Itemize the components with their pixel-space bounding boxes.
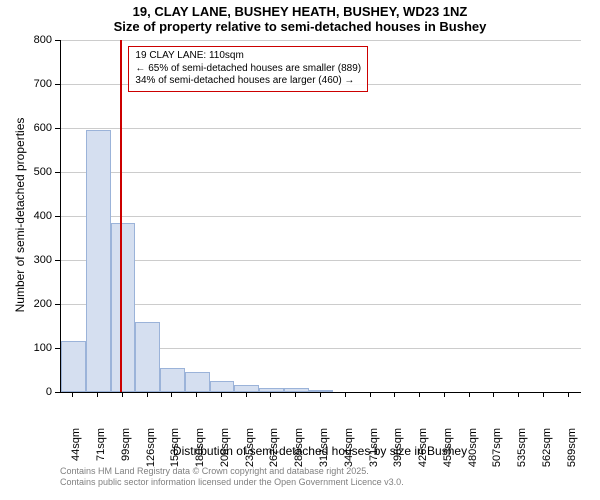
gridline <box>61 40 581 41</box>
y-tick-label: 400 <box>22 210 52 222</box>
histogram-bar <box>86 130 111 392</box>
x-tick <box>196 392 197 397</box>
x-tick <box>97 392 98 397</box>
x-tick-label: 71sqm <box>95 428 107 476</box>
x-tick <box>469 392 470 397</box>
x-tick-label: 535sqm <box>516 428 528 476</box>
x-tick <box>320 392 321 397</box>
x-tick <box>543 392 544 397</box>
histogram-bar <box>111 223 136 392</box>
x-tick <box>72 392 73 397</box>
property-annotation: 19 CLAY LANE: 110sqm← 65% of semi-detach… <box>128 46 368 92</box>
gridline <box>61 172 581 173</box>
x-tick <box>295 392 296 397</box>
x-tick <box>568 392 569 397</box>
x-tick <box>246 392 247 397</box>
y-tick-label: 500 <box>22 166 52 178</box>
histogram-bar <box>210 381 235 392</box>
x-tick-label: 589sqm <box>566 428 578 476</box>
annotation-line: ← 65% of semi-detached houses are smalle… <box>135 63 361 76</box>
histogram-bar <box>135 322 160 392</box>
y-tick-label: 700 <box>22 78 52 90</box>
y-tick-label: 200 <box>22 298 52 310</box>
gridline <box>61 304 581 305</box>
x-tick <box>122 392 123 397</box>
x-tick-label: 344sqm <box>343 428 355 476</box>
y-tick <box>55 304 60 305</box>
x-tick <box>419 392 420 397</box>
x-tick <box>518 392 519 397</box>
gridline <box>61 216 581 217</box>
histogram-bar <box>259 388 284 392</box>
y-tick-label: 0 <box>22 386 52 398</box>
x-tick <box>345 392 346 397</box>
y-tick <box>55 172 60 173</box>
x-tick-label: 44sqm <box>70 428 82 476</box>
y-tick-label: 800 <box>22 34 52 46</box>
x-tick-label: 507sqm <box>491 428 503 476</box>
footnote-line-2: Contains public sector information licen… <box>60 477 404 488</box>
x-tick-label: 262sqm <box>268 428 280 476</box>
x-tick-label: 289sqm <box>293 428 305 476</box>
gridline <box>61 128 581 129</box>
histogram-bar <box>185 372 210 392</box>
x-tick <box>370 392 371 397</box>
x-tick-label: 371sqm <box>368 428 380 476</box>
x-tick-label: 126sqm <box>145 428 157 476</box>
histogram-bar <box>61 341 86 392</box>
y-tick-label: 100 <box>22 342 52 354</box>
x-tick <box>444 392 445 397</box>
plot-area: 19 CLAY LANE: 110sqm← 65% of semi-detach… <box>60 40 581 393</box>
x-tick-label: 317sqm <box>318 428 330 476</box>
x-tick-label: 99sqm <box>120 428 132 476</box>
annotation-line: 19 CLAY LANE: 110sqm <box>135 50 361 63</box>
x-tick <box>221 392 222 397</box>
x-tick-label: 453sqm <box>442 428 454 476</box>
gridline <box>61 260 581 261</box>
y-tick <box>55 84 60 85</box>
x-tick-label: 180sqm <box>194 428 206 476</box>
property-marker-line <box>120 40 122 392</box>
y-tick-label: 600 <box>22 122 52 134</box>
x-tick <box>270 392 271 397</box>
x-tick-label: 562sqm <box>541 428 553 476</box>
x-tick-label: 208sqm <box>219 428 231 476</box>
y-tick <box>55 392 60 393</box>
x-tick <box>493 392 494 397</box>
y-tick-label: 300 <box>22 254 52 266</box>
x-tick-label: 153sqm <box>169 428 181 476</box>
y-tick <box>55 216 60 217</box>
annotation-line: 34% of semi-detached houses are larger (… <box>135 75 361 88</box>
histogram-bar <box>160 368 185 392</box>
x-tick-label: 480sqm <box>467 428 479 476</box>
x-tick <box>147 392 148 397</box>
chart-title-1: 19, CLAY LANE, BUSHEY HEATH, BUSHEY, WD2… <box>0 0 600 19</box>
x-tick-label: 398sqm <box>392 428 404 476</box>
x-tick <box>394 392 395 397</box>
chart-container: 19, CLAY LANE, BUSHEY HEATH, BUSHEY, WD2… <box>0 0 600 500</box>
y-tick <box>55 260 60 261</box>
y-tick <box>55 128 60 129</box>
x-tick-label: 426sqm <box>417 428 429 476</box>
y-tick <box>55 40 60 41</box>
x-tick <box>171 392 172 397</box>
x-tick-label: 235sqm <box>244 428 256 476</box>
histogram-bar <box>234 385 259 392</box>
y-tick <box>55 348 60 349</box>
chart-title-2: Size of property relative to semi-detach… <box>0 19 600 34</box>
